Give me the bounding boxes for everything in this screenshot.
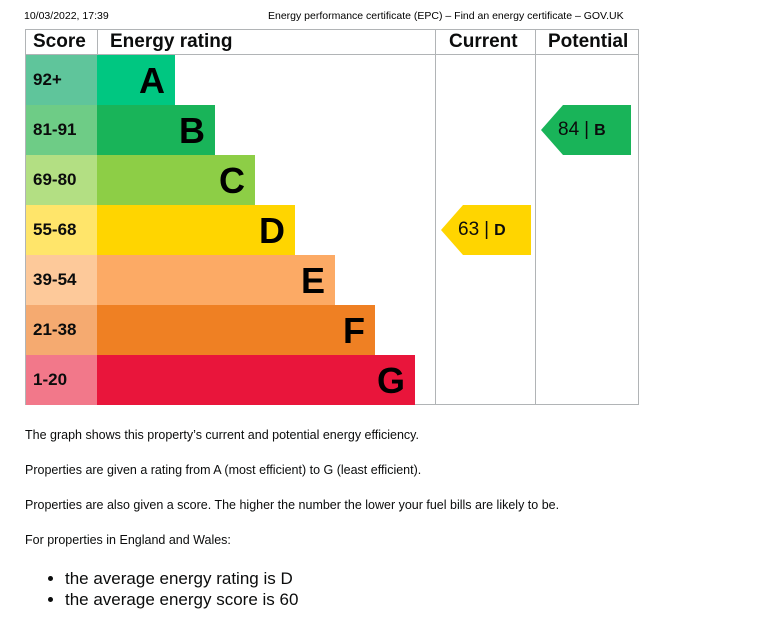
band-score-range: 92+ [26,55,97,105]
band-letter: F [343,310,365,351]
region-note: For properties in England and Wales: [25,533,231,547]
band-bar: E [97,255,335,305]
current-rating-arrow: 63 | D [441,205,531,255]
current-score: 63 [458,219,480,240]
band-score-range: 1-20 [26,355,97,405]
print-header: 10/03/2022, 17:39 Energy performance cer… [24,10,629,24]
band-bar: F [97,305,375,355]
potential-rating-arrow: 84 | B [541,105,631,155]
current-separator: | [484,219,490,240]
header-divider [26,54,638,55]
band-score-range: 39-54 [26,255,97,305]
band-letter: E [300,260,325,301]
band-letter: D [259,210,285,251]
band-letter: G [376,360,405,401]
current-column-header: Current [449,31,518,52]
band-bar: A [97,55,175,105]
print-page-title: Energy performance certificate (EPC) – F… [268,10,624,22]
band-score-range: 55-68 [26,205,97,255]
band-bar: D [97,205,295,255]
band-bar: C [97,155,255,205]
score-description: Properties are also given a score. The h… [25,498,560,512]
band-score-range: 69-80 [26,155,97,205]
band-letter: B [179,110,205,151]
band-bar: B [97,105,215,155]
potential-score: 84 [558,119,580,140]
column-divider [435,30,436,404]
energy-rating-column-header: Energy rating [110,31,233,52]
column-divider [535,30,536,404]
potential-letter: B [594,122,606,139]
score-column-header: Score [33,31,86,52]
potential-column-header: Potential [548,31,629,52]
averages-list: the average energy rating is D the avera… [0,568,298,610]
band-bar: G [97,355,415,405]
potential-separator: | [584,119,590,140]
band-letter: A [139,60,165,101]
band-score-range: 81-91 [26,105,97,155]
print-datetime: 10/03/2022, 17:39 [24,10,109,22]
band-letter: C [219,160,245,201]
graph-description: The graph shows this property’s current … [25,428,419,442]
band-score-range: 21-38 [26,305,97,355]
list-item: the average energy rating is D [65,568,298,589]
list-item: the average energy score is 60 [65,589,298,610]
epc-rating-chart: Score Energy rating Current Potential 92… [25,29,639,405]
current-letter: D [494,222,506,239]
rating-description: Properties are given a rating from A (mo… [25,463,422,477]
